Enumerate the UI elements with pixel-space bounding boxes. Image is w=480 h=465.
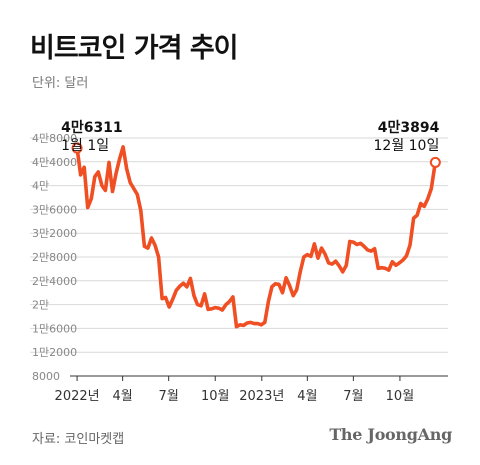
y-axis-ticks: 4만80004만40004만3만60003만20002만80002만40002만… [32,132,77,383]
x-tick-label: 4월 [113,389,133,404]
y-tick-label: 4만8000 [32,132,77,145]
annotation-value: 4만6311 [61,120,123,136]
brand-logo: The JoongAng [329,425,452,444]
y-tick-label: 2만 [32,299,49,312]
y-tick-label: 4만 [32,180,49,193]
x-tick-label: 7월 [159,389,179,404]
x-tick-label: 4월 [297,389,317,404]
annotation-date: 1월 1일 [61,138,109,154]
x-axis-ticks: 2022년 4월 7월 10월 2023년 4월 7월 10월 [55,376,415,404]
gridlines [30,137,448,353]
y-tick-label: 3만6000 [32,203,77,216]
x-tick-label: 2023년 [239,389,284,404]
annotation-marker [429,156,441,168]
annotations: 4만6311 1월 1일 4만3894 12월 10일 [61,120,441,168]
chart-title: 비트코인 가격 추이 [30,33,239,64]
y-tick-label: 2만8000 [32,251,77,264]
y-tick-label: 1만6000 [32,322,77,335]
unit-label: 단위: 달러 [32,76,89,91]
bitcoin-price-line [75,145,438,329]
y-tick-label: 3만2000 [32,227,77,240]
y-tick-label: 4만4000 [32,156,77,169]
x-tick-label: 10월 [201,389,230,404]
annotation-marker [71,142,83,154]
y-tick-label: 2만4000 [32,275,77,288]
annotation-date: 12월 10일 [374,138,440,154]
y-tick-label: 1만2000 [32,346,77,359]
x-tick-label: 2022년 [55,389,100,404]
annotation-value: 4만3894 [378,120,440,136]
x-tick-label: 10월 [386,389,415,404]
source-label: 자료: 코인마켓캡 [32,432,125,447]
x-tick-label: 7월 [343,389,363,404]
y-tick-label: 8000 [32,370,60,383]
